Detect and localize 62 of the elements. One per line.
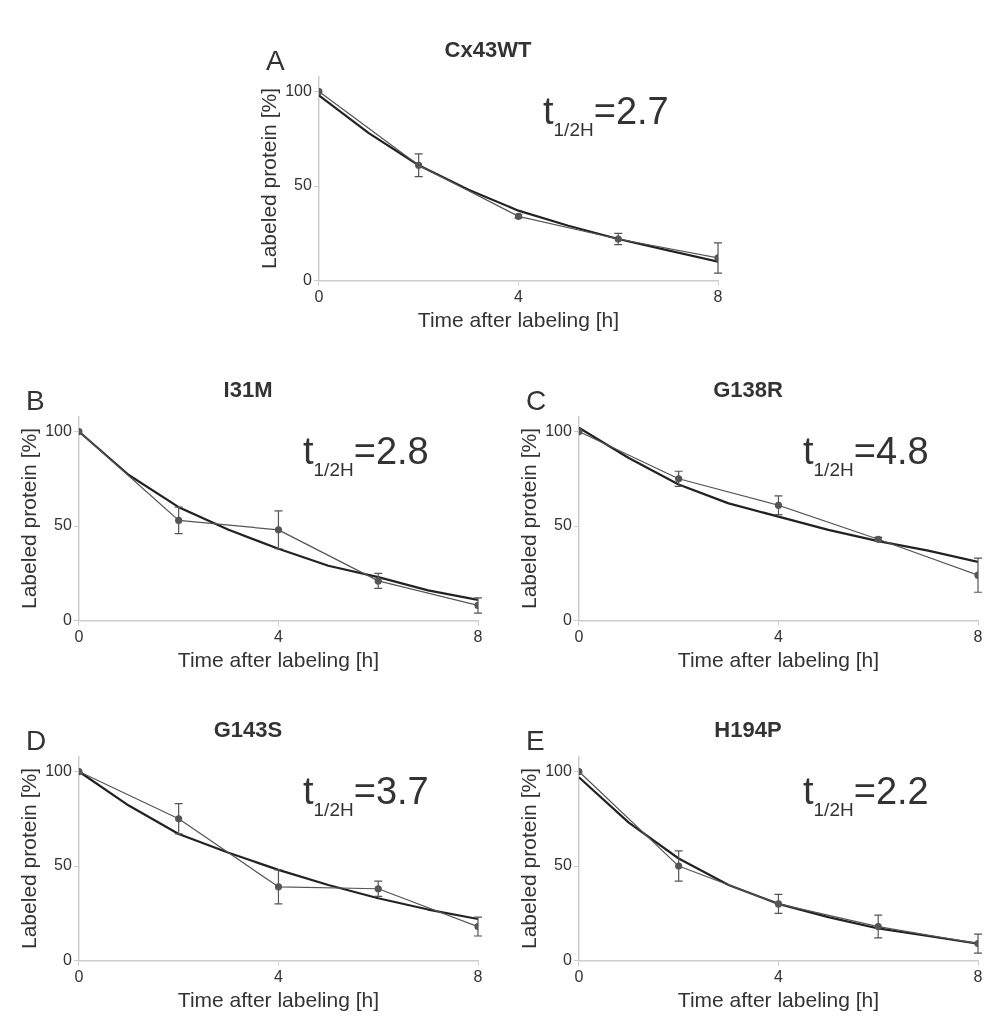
x-tick-label: 4 bbox=[773, 627, 783, 645]
point bbox=[274, 526, 283, 534]
y-tick-label: 50 bbox=[554, 856, 572, 874]
y-tick-label: 100 bbox=[45, 421, 72, 439]
y-tick-label: 50 bbox=[54, 516, 72, 534]
chart-title: H194P bbox=[714, 717, 782, 743]
x-tick-label: 0 bbox=[574, 627, 584, 645]
y-tick-label: 100 bbox=[45, 761, 72, 779]
y-axis-title: Labeled protein [%] bbox=[517, 768, 541, 949]
x-tick-label: 8 bbox=[473, 967, 483, 985]
point bbox=[374, 577, 382, 585]
x-axis-title: Time after labeling [h] bbox=[417, 308, 620, 332]
y-axis-title: Labeled protein [%] bbox=[17, 428, 41, 609]
point bbox=[675, 475, 683, 483]
point bbox=[774, 501, 783, 509]
point bbox=[175, 815, 183, 823]
y-tick-label: 0 bbox=[302, 271, 312, 289]
point bbox=[175, 516, 183, 524]
x-tick-label: 4 bbox=[513, 287, 523, 305]
x-axis-title: Time after labeling [h] bbox=[677, 648, 880, 672]
text: B bbox=[26, 385, 45, 416]
x-tick-label: 0 bbox=[574, 967, 584, 985]
x-axis-title: Time after labeling [h] bbox=[677, 988, 880, 1012]
y-axis-title: Labeled protein [%] bbox=[517, 428, 541, 609]
x-tick-label: 8 bbox=[473, 627, 483, 645]
x-tick-label: 0 bbox=[74, 967, 84, 985]
point bbox=[274, 883, 283, 891]
y-tick-label: 0 bbox=[62, 611, 72, 629]
y-tick-label: 50 bbox=[554, 516, 572, 534]
y-tick-label: 50 bbox=[294, 176, 312, 194]
point bbox=[675, 862, 683, 870]
x-tick-label: 4 bbox=[273, 627, 283, 645]
y-tick-label: 0 bbox=[562, 951, 572, 969]
y-tick-label: 0 bbox=[62, 951, 72, 969]
y-tick-label: 100 bbox=[545, 421, 572, 439]
chart-title: Cx43WT bbox=[444, 37, 532, 63]
y-tick-label: 0 bbox=[562, 611, 572, 629]
x-tick-label: 8 bbox=[713, 287, 723, 305]
x-axis-title: Time after labeling [h] bbox=[177, 648, 380, 672]
text: C bbox=[526, 385, 547, 416]
x-tick-label: 4 bbox=[773, 967, 783, 985]
y-axis-title: Labeled protein [%] bbox=[17, 768, 41, 949]
text: A bbox=[266, 45, 285, 76]
x-tick-label: 8 bbox=[973, 627, 983, 645]
x-tick-label: 0 bbox=[74, 627, 84, 645]
x-tick-label: 8 bbox=[973, 967, 983, 985]
y-tick-label: 100 bbox=[285, 81, 312, 99]
y-axis-title: Labeled protein [%] bbox=[257, 88, 281, 269]
y-tick-label: 100 bbox=[545, 761, 572, 779]
chart-title: G138R bbox=[713, 377, 783, 403]
point bbox=[774, 900, 783, 908]
x-tick-label: 4 bbox=[273, 967, 283, 985]
point bbox=[374, 885, 382, 893]
point bbox=[874, 922, 882, 931]
text: E bbox=[526, 725, 545, 756]
y-tick-label: 50 bbox=[54, 856, 72, 874]
text: D bbox=[26, 725, 47, 756]
chart-title: I31M bbox=[223, 377, 273, 403]
chart-title: G143S bbox=[213, 717, 283, 743]
point bbox=[415, 161, 423, 169]
x-axis-title: Time after labeling [h] bbox=[177, 988, 380, 1012]
x-tick-label: 0 bbox=[314, 287, 324, 305]
